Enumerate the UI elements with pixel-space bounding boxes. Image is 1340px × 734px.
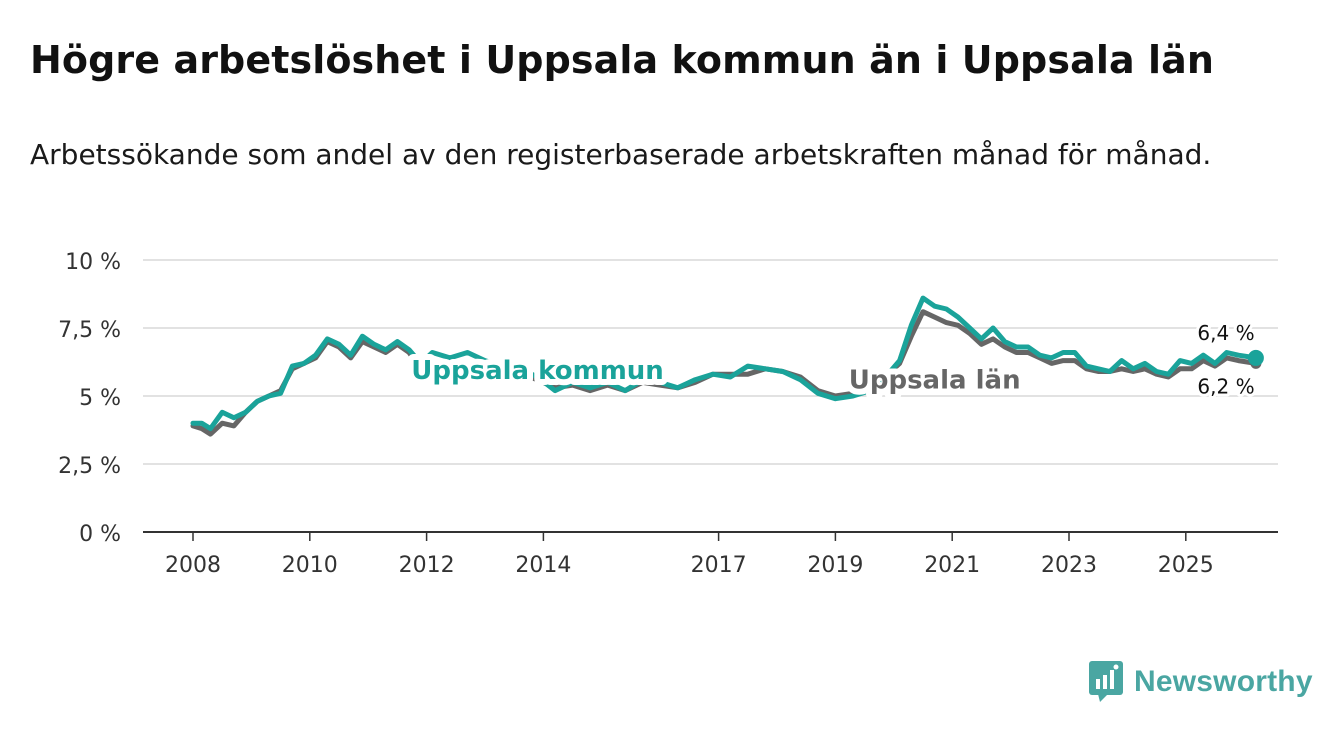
x-tick-label: 2017: [691, 553, 747, 578]
x-tick-label: 2019: [807, 553, 863, 578]
y-axis: 0 % 2,5 % 5 % 7,5 % 10 %: [58, 250, 121, 547]
x-tick-label: 2010: [282, 553, 338, 578]
line-chart: 0 % 2,5 % 5 % 7,5 % 10 % 2008 2010 2012 2014 201…: [58, 250, 1278, 578]
series-line-uppsala-län: [190, 309, 1259, 437]
x-tick-label: 2014: [515, 553, 571, 578]
bar-chart-speech-bubble-icon: [1089, 661, 1123, 702]
series-annotation-label: Uppsala län: [849, 365, 1021, 395]
end-value-label: 6,4 %: [1197, 321, 1254, 345]
chart-title: Högre arbetslöshet i Uppsala kommun än i…: [30, 38, 1215, 82]
series-annotation-label: Uppsala kommun: [411, 356, 664, 386]
y-tick-label: 0 %: [79, 522, 121, 547]
y-tick-label: 2,5 %: [58, 454, 121, 479]
brand-logo[interactable]: Newsworthy: [1088, 660, 1313, 704]
end-value-label: 6,2 %: [1197, 374, 1254, 398]
x-axis: 2008 2010 2012 2014 2017 2019 2021 2023 2025: [143, 531, 1278, 578]
x-tick-label: 2023: [1041, 553, 1097, 578]
x-tick-label: 2021: [924, 553, 980, 578]
y-tick-label: 5 %: [79, 386, 121, 411]
y-tick-label: 10 %: [65, 250, 121, 275]
series-line-uppsala-kommun: [190, 295, 1259, 432]
y-tick-label: 7,5 %: [58, 318, 121, 343]
end-marker: [1247, 349, 1264, 366]
grid: [143, 259, 1278, 465]
series-group: [190, 295, 1264, 437]
x-tick-label: 2012: [399, 553, 455, 578]
brand-name: Newsworthy: [1134, 665, 1313, 698]
x-tick-label: 2025: [1158, 553, 1214, 578]
x-tick-label: 2008: [165, 553, 221, 578]
chart-subtitle: Arbetssökande som andel av den registerb…: [30, 138, 1212, 171]
annotation-group: Uppsala kommun Uppsala län 6,2 % 6,4 %: [405, 318, 1257, 401]
